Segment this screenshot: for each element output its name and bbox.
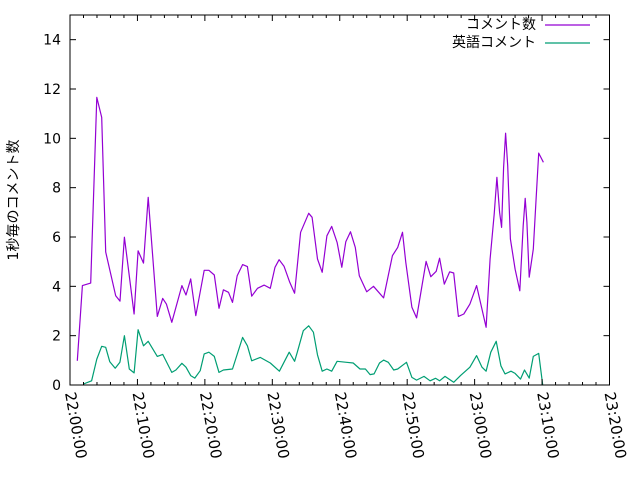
x-tick-label: 23:20:00 xyxy=(601,391,630,460)
plot-frame xyxy=(69,14,610,386)
y-tick-label: 4 xyxy=(52,279,61,295)
y-tick-label: 0 xyxy=(52,378,61,394)
english-comment-line xyxy=(83,325,544,386)
x-tick-label: 22:10:00 xyxy=(128,391,157,460)
x-axis: 22:00:00 22:10:00 22:20:00 22:30:00 22:40:00… xyxy=(61,15,630,460)
x-tick-label: 23:10:00 xyxy=(533,391,562,460)
y-tick-label: 8 xyxy=(52,181,61,197)
y-axis: 0 2 4 6 8 10 12 14 xyxy=(43,33,610,394)
legend: コメント数 英語コメント xyxy=(452,17,590,51)
comment-count-line xyxy=(76,96,544,361)
y-tick-label: 14 xyxy=(43,33,61,49)
legend-label-comments: コメント数 xyxy=(466,17,536,33)
plot-marks xyxy=(76,96,544,386)
y-axis-label: 1秒毎のコメント数 xyxy=(6,140,22,261)
x-tick-label: 22:50:00 xyxy=(398,391,427,460)
x-tick-label: 22:30:00 xyxy=(263,391,292,460)
y-tick-label: 12 xyxy=(43,82,61,98)
x-tick-label: 22:00:00 xyxy=(61,391,90,460)
x-tick-label: 22:20:00 xyxy=(196,391,225,460)
legend-label-english-comments: 英語コメント xyxy=(452,34,536,51)
y-tick-label: 6 xyxy=(52,230,61,246)
y-tick-label: 10 xyxy=(43,131,61,147)
x-tick-label: 22:40:00 xyxy=(331,391,360,460)
y-tick-label: 2 xyxy=(52,329,61,345)
x-tick-label: 23:00:00 xyxy=(466,391,495,460)
